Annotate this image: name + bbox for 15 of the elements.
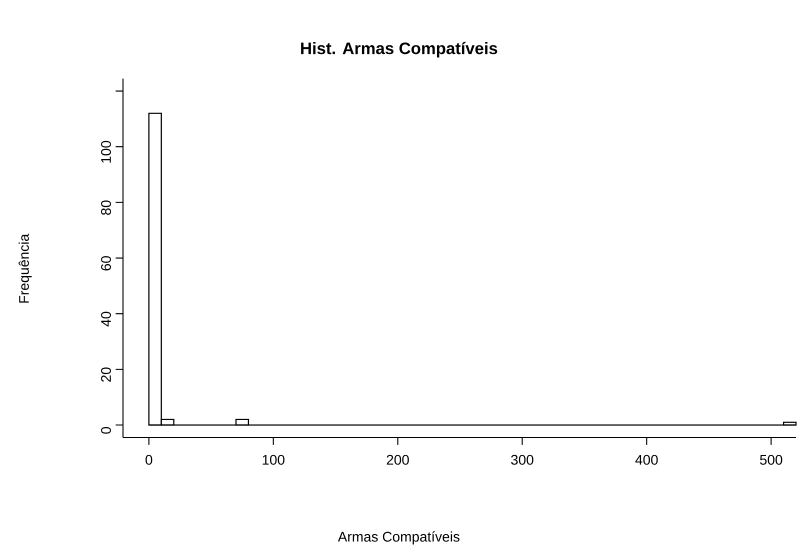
x-tick-label: 400: [635, 454, 658, 465]
y-axis-title: Frequência: [18, 234, 32, 303]
y-tick-label: 0: [101, 427, 111, 434]
y-tick-label: 60: [101, 256, 111, 270]
y-tick-label: 100: [101, 140, 111, 163]
x-axis-title: Armas Compatíveis: [338, 531, 460, 544]
y-tick-label: 20: [101, 367, 111, 382]
x-tick-label: 100: [262, 454, 284, 465]
y-tick-label: 40: [101, 312, 111, 326]
x-tick-label: 500: [760, 454, 782, 465]
y-tick-label: 80: [101, 200, 111, 215]
x-tick-label: 300: [511, 454, 534, 465]
chart-title: Hist. Armas Compatíveis: [301, 42, 498, 58]
x-tick-label: 0: [146, 454, 152, 465]
x-tick-label: 200: [386, 454, 409, 465]
